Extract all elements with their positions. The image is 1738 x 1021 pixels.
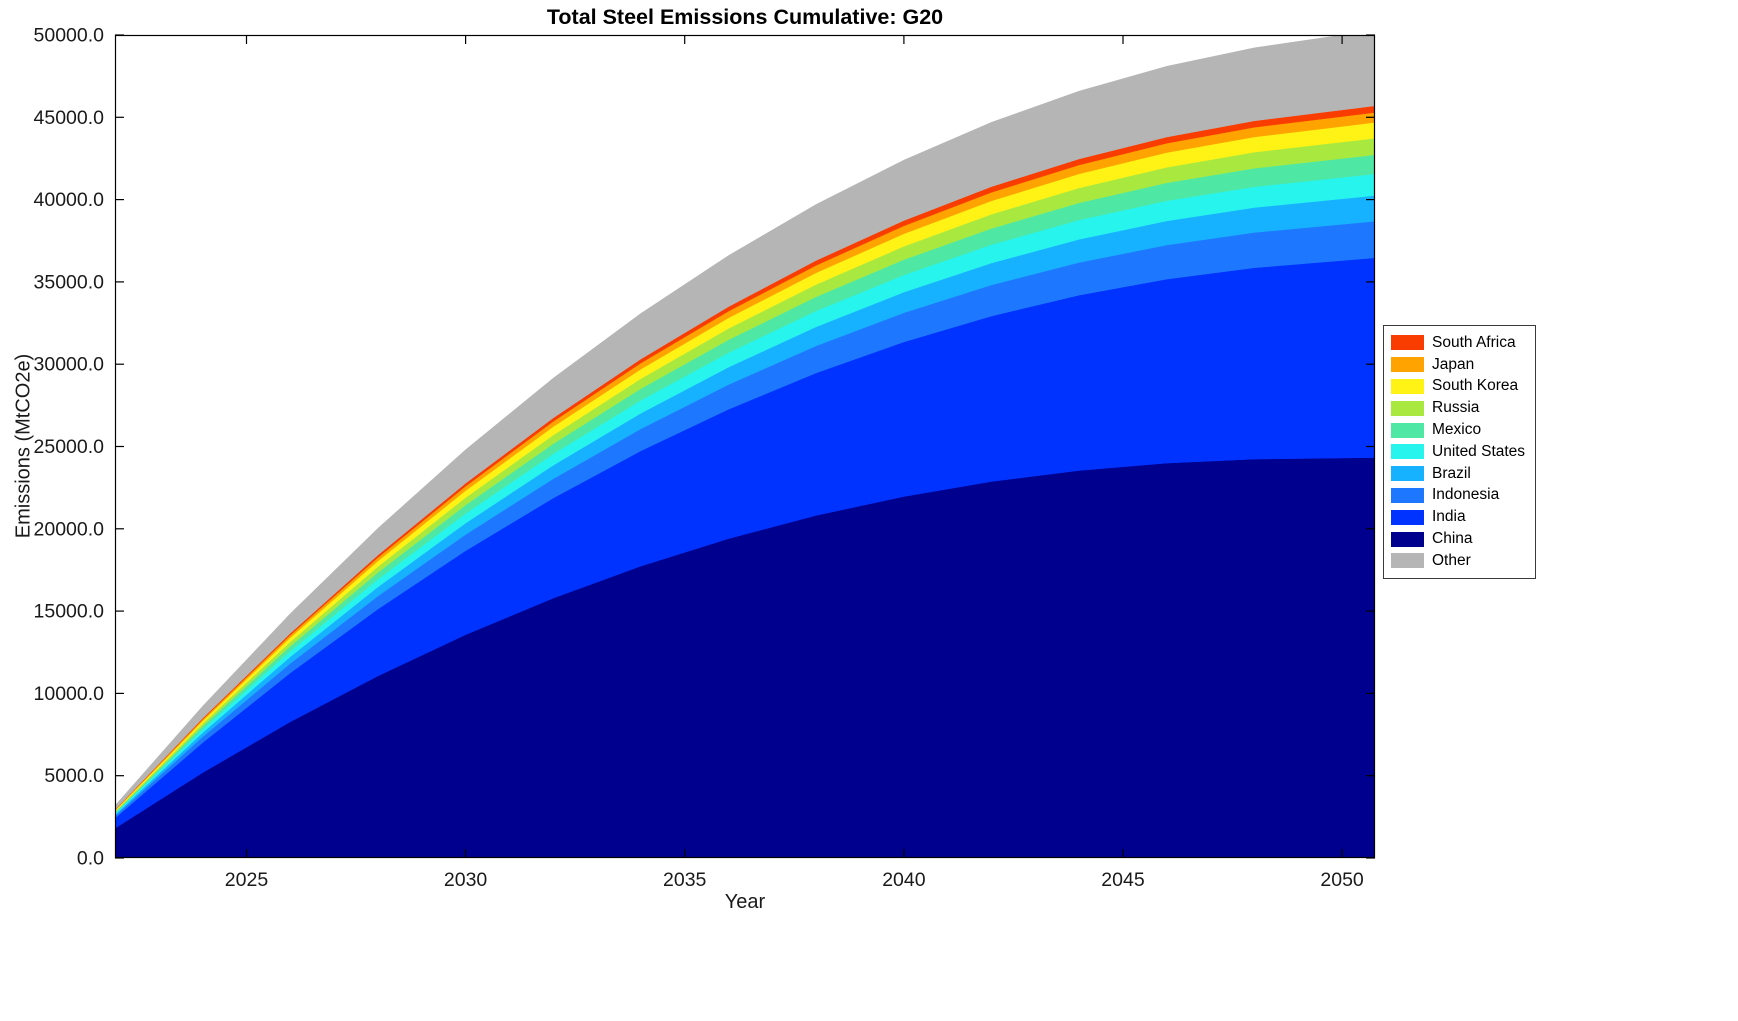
legend-label: United States [1432,442,1526,460]
legend-swatch-icon [1391,400,1424,416]
y-tick-label: 0.0 [77,848,104,870]
y-tick-label: 30000.0 [34,354,105,376]
y-tick-label: 50000.0 [34,25,105,47]
y-tick-label: 20000.0 [34,518,105,540]
legend-swatch-icon [1391,422,1424,438]
legend-swatch-icon [1391,357,1424,373]
x-tick-label: 2040 [882,869,926,891]
legend-label: Brazil [1432,464,1471,482]
y-tick-label: 10000.0 [34,683,105,705]
tick-labels: 2025 2030 2035 2040 2045 2050 0.0 5000.0 10000.0… [34,25,1364,892]
legend-label: South Korea [1432,377,1519,395]
y-tick-label: 25000.0 [34,436,105,458]
legend-item-indonesia: Indonesia [1391,485,1525,507]
y-tick-label: 35000.0 [34,271,105,293]
x-axis-label: Year [724,891,766,913]
legend-swatch-icon [1391,553,1424,569]
x-tick-label: 2030 [444,869,488,891]
legend-label: South Africa [1432,333,1516,351]
legend-item-other: Other [1391,550,1525,572]
x-tick-label: 2045 [1101,869,1145,891]
legend-swatch-icon [1391,444,1424,460]
legend-item-brazil: Brazil [1391,463,1525,485]
legend-item-south-korea: South Korea [1391,376,1525,398]
y-axis-label: Emissions (MtCO2e) [12,353,35,539]
legend-swatch-icon [1391,487,1424,503]
legend-item-united-states: United States [1391,441,1525,463]
area-other [115,35,1375,811]
x-tick-label: 2035 [663,869,707,891]
x-tick-label: 2025 [225,869,269,891]
y-tick-label: 5000.0 [44,765,104,787]
legend-label: Indonesia [1432,486,1500,504]
legend: South Africa Japan South Korea Russia Mexico… [1383,325,1537,579]
y-tick-label: 45000.0 [34,107,105,129]
legend-label: Russia [1432,399,1480,417]
axes [114,34,1376,859]
legend-label: Mexico [1432,421,1482,439]
legend-label: Other [1432,551,1471,569]
stacked-areas [115,35,1375,858]
legend-swatch-icon [1391,509,1424,525]
legend-item-japan: Japan [1391,354,1525,376]
y-tick-label: 15000.0 [34,601,105,623]
plot-area: 2025 2030 2035 2040 2045 2050 0.0 5000.0 10000.0… [34,25,1376,891]
y-tick-label: 40000.0 [34,189,105,211]
legend-swatch-icon [1391,335,1424,351]
legend-item-mexico: Mexico [1391,419,1525,441]
legend-item-south-africa: South Africa [1391,332,1525,354]
legend-label: Japan [1432,355,1475,373]
legend-swatch-icon [1391,378,1424,394]
x-tick-label: 2050 [1320,869,1364,891]
chart-title: Total Steel Emissions Cumulative: G20 [546,5,944,29]
legend-label: China [1432,530,1473,548]
legend-swatch-icon [1391,466,1424,482]
legend-item-india: India [1391,506,1525,528]
legend-item-russia: Russia [1391,397,1525,419]
legend-label: India [1432,508,1466,526]
legend-item-china: China [1391,528,1525,550]
legend-swatch-icon [1391,531,1424,547]
legend-list: South Africa Japan South Korea Russia Mexico… [1391,332,1525,572]
